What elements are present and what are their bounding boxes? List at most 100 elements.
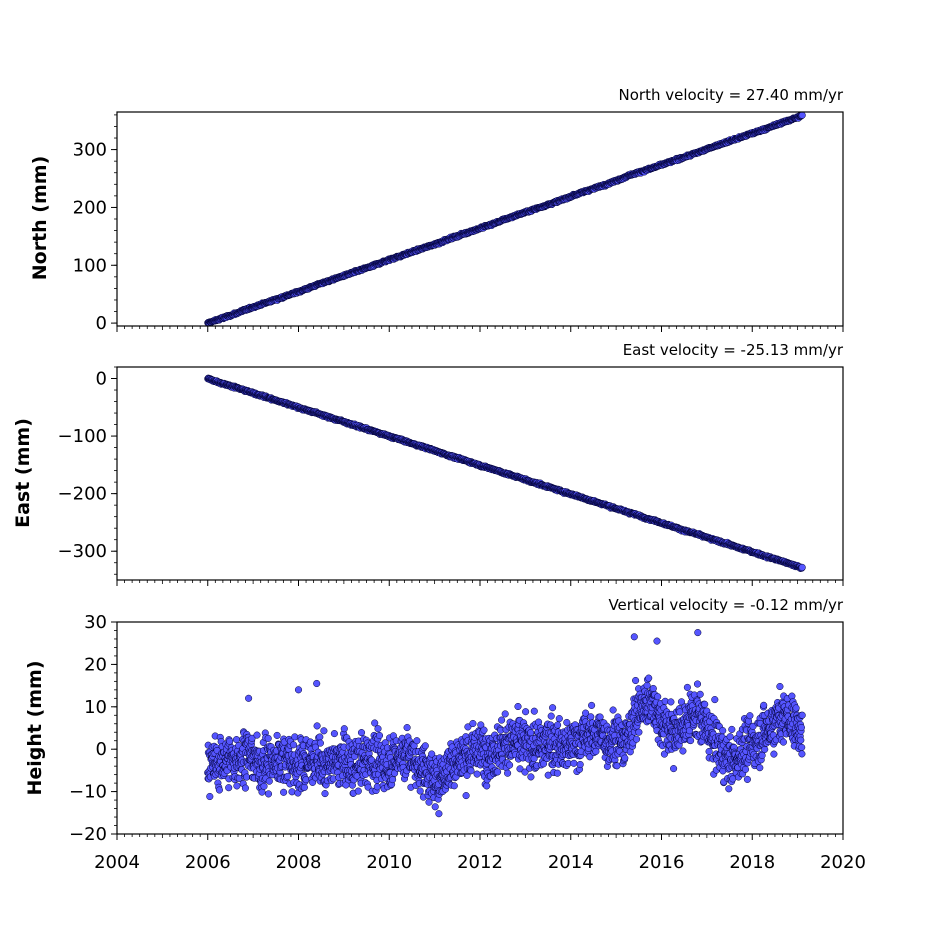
height-point [265, 777, 273, 785]
height-point [241, 784, 249, 792]
height-point [480, 726, 488, 734]
height-point [403, 724, 411, 732]
height-point [280, 788, 288, 796]
height-point [570, 759, 578, 767]
height-point [494, 768, 502, 776]
height-title: Vertical velocity = -0.12 mm/yr [608, 596, 843, 614]
height-point [462, 792, 470, 800]
height-point [501, 710, 509, 718]
height-point [375, 731, 384, 740]
height-point [632, 735, 641, 743]
height-point [289, 741, 298, 749]
height-point [373, 783, 381, 791]
height-point [232, 736, 241, 744]
height-point [316, 733, 324, 741]
height-point [435, 810, 443, 818]
height-point [527, 773, 535, 781]
height-point [316, 739, 324, 747]
north-axes-frame [116, 111, 844, 327]
height-point [340, 725, 348, 733]
east-ytick-label: −100 [58, 426, 107, 447]
height-point [273, 731, 281, 739]
height-point [206, 792, 214, 801]
north-point [798, 111, 806, 119]
north-ytick-label: 0 [96, 313, 107, 334]
height-point [654, 693, 662, 701]
east-ytick-label: −300 [58, 541, 107, 562]
north-title: North velocity = 27.40 mm/yr [619, 86, 844, 104]
east-ytick-label: 0 [96, 369, 107, 390]
height-point [264, 790, 273, 798]
height-point [553, 769, 561, 777]
height-point [473, 770, 481, 778]
height-point [302, 776, 310, 784]
height-point [576, 760, 584, 769]
height-point [264, 734, 272, 742]
height-point [555, 715, 563, 723]
height-ylabel: Height (mm) [24, 660, 46, 795]
height-point [563, 718, 571, 727]
height-point [320, 727, 328, 735]
height-point [667, 698, 675, 706]
height-markers [204, 629, 806, 818]
north-panel: North velocity = 27.40 mm/yr North (mm) … [29, 86, 844, 334]
north-ytick-label: 200 [73, 197, 107, 218]
east-markers [204, 374, 806, 572]
height-panel: Vertical velocity = -0.12 mm/yr Height (… [24, 596, 866, 873]
east-title: East velocity = -25.13 mm/yr [623, 341, 844, 359]
height-point [587, 713, 595, 721]
height-point [226, 737, 234, 745]
height-point [483, 782, 491, 790]
height-point [321, 790, 329, 798]
height-point [284, 772, 292, 780]
height-point [450, 782, 458, 790]
north-markers [204, 111, 806, 327]
height-point [374, 725, 382, 733]
height-point [588, 701, 596, 709]
height-point [649, 684, 657, 693]
height-point [683, 683, 691, 691]
height-point [522, 708, 530, 716]
height-point [549, 704, 557, 712]
east-panel: East velocity = -25.13 mm/yr East (mm) 0… [12, 341, 844, 586]
height-point [670, 765, 678, 773]
height-point [504, 769, 512, 777]
height-point [643, 681, 651, 690]
east-ytick-label: −200 [58, 484, 107, 505]
height-point [243, 773, 251, 781]
height-point [260, 782, 268, 790]
height-point [416, 787, 424, 795]
height-point [357, 729, 366, 737]
height-point [514, 702, 522, 711]
height-point [330, 730, 338, 738]
height-point [354, 787, 362, 795]
height-point [554, 721, 562, 729]
height-point [679, 747, 687, 755]
height-point [469, 719, 477, 728]
height-point [645, 674, 653, 682]
height-point [421, 742, 429, 750]
height-point [613, 762, 621, 770]
height-point [632, 676, 640, 685]
east-point [798, 563, 806, 571]
height-point [467, 767, 475, 775]
height-point [609, 706, 617, 714]
north-ylabel: North (mm) [29, 156, 51, 281]
north-ytick-label: 100 [73, 255, 107, 276]
height-point [498, 716, 506, 724]
height-point [431, 803, 439, 811]
height-point [313, 722, 321, 730]
north-ytick-label: 300 [73, 140, 107, 161]
height-point [225, 784, 233, 792]
height-point [389, 776, 397, 784]
height-point [215, 786, 223, 794]
east-ylabel: East (mm) [12, 418, 34, 528]
height-point [233, 782, 241, 790]
height-point [506, 761, 514, 769]
height-point [253, 731, 261, 739]
height-point [288, 788, 296, 796]
height-point [621, 754, 629, 762]
height-point [413, 737, 421, 745]
height-point [300, 783, 308, 791]
